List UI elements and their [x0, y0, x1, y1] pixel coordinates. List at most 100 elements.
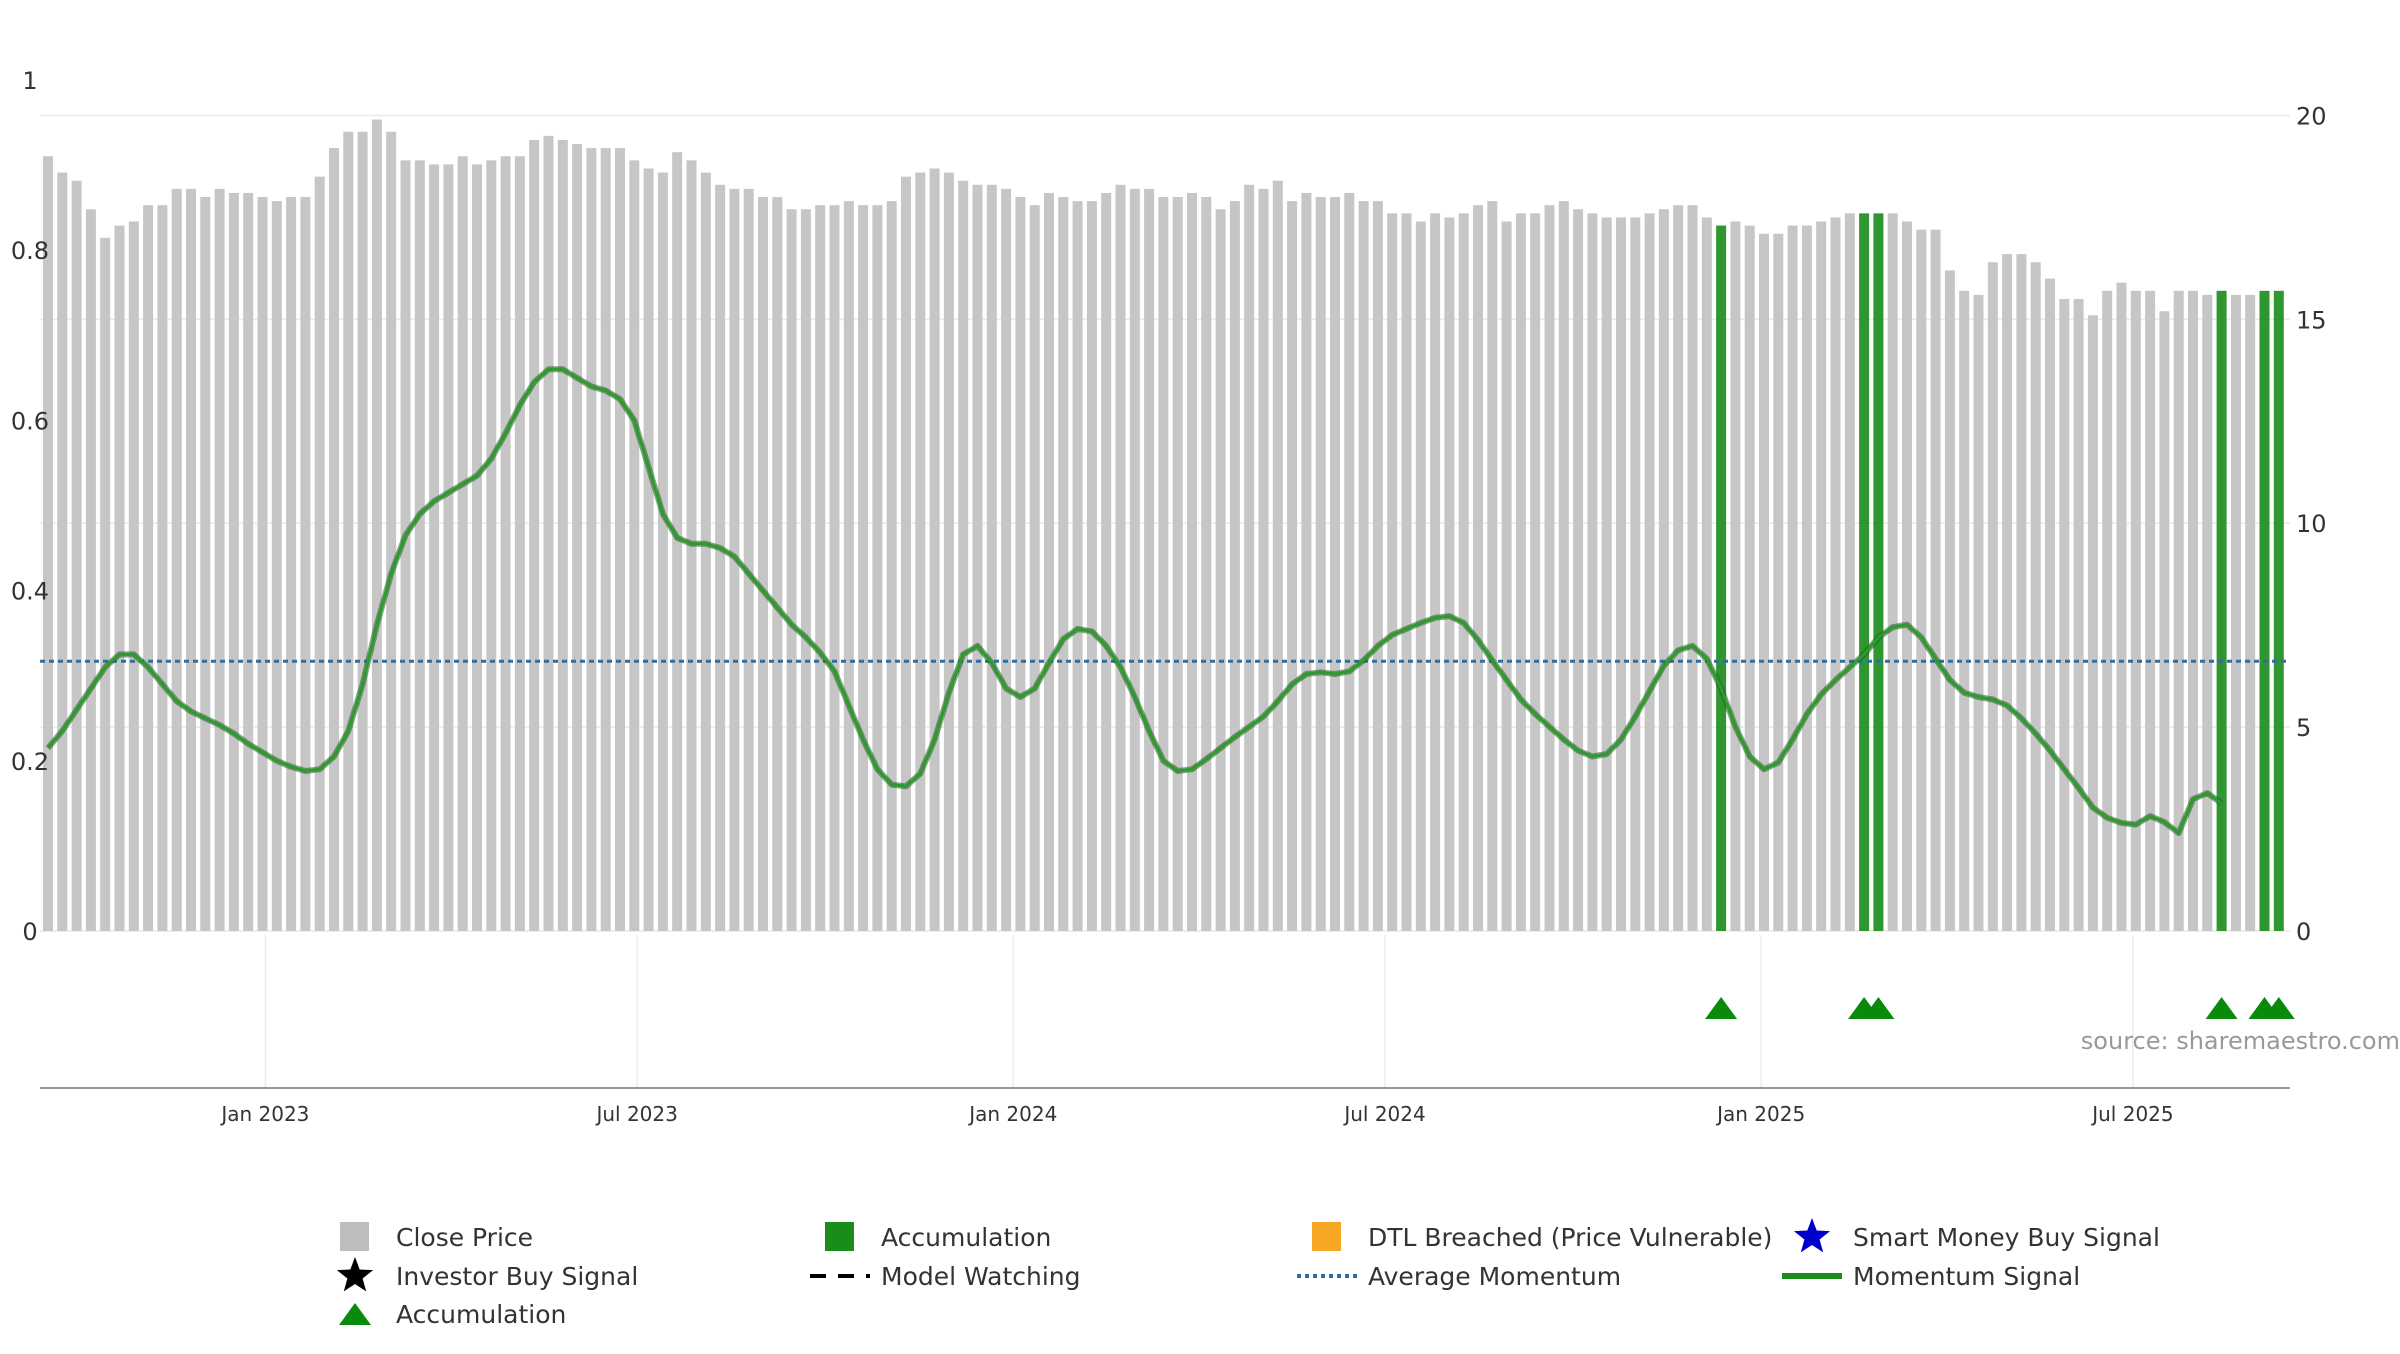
close-price-bar — [2016, 254, 2027, 932]
accumulation-marker — [1862, 997, 1895, 1019]
left-tick-label: 1 — [22, 67, 37, 95]
left-tick-label: 0.4 — [11, 578, 49, 606]
close-price-bar — [157, 205, 168, 931]
close-price-bar — [1158, 197, 1169, 932]
close-price-bar — [1244, 184, 1255, 931]
close-price-bar — [2116, 282, 2127, 932]
close-price-bar — [1501, 221, 1512, 931]
legend-label: Model Watching — [881, 1262, 1081, 1291]
right-tick-label: 20 — [2296, 102, 2327, 130]
close-price-bar — [1172, 197, 1183, 932]
close-price-bar — [1258, 188, 1269, 931]
close-price-bar — [1330, 197, 1340, 932]
legend-item-investor-buy: Investor Buy Signal — [336, 1257, 638, 1292]
accumulation-markers — [1705, 997, 2295, 1019]
accumulation-triangle-icon — [339, 1303, 371, 1325]
legend-label: Average Momentum — [1368, 1262, 1621, 1291]
close-price-bar — [514, 156, 525, 931]
x-tick-label: Jul 2023 — [594, 1102, 677, 1126]
close-price-bar — [815, 205, 826, 931]
close-price-bar — [1058, 197, 1069, 932]
close-price-bar — [200, 197, 211, 932]
close-price-bar — [343, 131, 354, 931]
close-price-bar — [1473, 205, 1483, 931]
close-price-bar — [843, 201, 854, 931]
close-price-bar — [500, 156, 511, 931]
close-price-bar — [872, 205, 883, 931]
close-price-bar — [2030, 262, 2041, 931]
close-price-bar — [572, 144, 583, 932]
close-price-bar — [329, 148, 339, 931]
close-price-bar — [1730, 221, 1741, 931]
close-price-bar — [1801, 225, 1812, 931]
close-price-bar — [1115, 184, 1126, 931]
close-price-bar — [1744, 225, 1755, 931]
close-price-bar — [615, 148, 625, 931]
close-price-bar — [786, 209, 797, 931]
close-price-bar — [943, 172, 954, 931]
close-price-bar — [1830, 217, 1841, 932]
close-price-bar — [986, 184, 997, 931]
close-price-bar — [100, 237, 111, 932]
x-tick-label: Jan 2025 — [1715, 1102, 1805, 1126]
close-price-bar — [1129, 188, 1140, 931]
legend-label: Smart Money Buy Signal — [1853, 1223, 2160, 1252]
close-price-bar — [1515, 213, 1526, 932]
close-price-bar — [1902, 221, 1912, 931]
close-price-bar — [2073, 298, 2084, 931]
close-price-bar — [1616, 217, 1626, 932]
close-price-bar — [71, 180, 82, 932]
left-tick-label: 0.6 — [11, 407, 49, 435]
accumulation-bar — [2273, 290, 2284, 932]
close-price-bar — [357, 131, 368, 931]
close-price-bar — [486, 160, 497, 932]
close-price-bar — [1344, 192, 1355, 931]
close-price-bar — [958, 180, 969, 932]
close-price-bar — [1015, 197, 1026, 932]
close-price-bar — [1001, 188, 1012, 931]
close-price-bar — [43, 156, 53, 931]
accumulation-bar — [1873, 213, 1884, 932]
close-price-bar — [2145, 290, 2156, 932]
close-price-bar — [901, 176, 911, 932]
x-tick-label: Jan 2024 — [967, 1102, 1057, 1126]
close-price-bar — [1787, 225, 1798, 931]
x-tick-label: Jan 2023 — [219, 1102, 309, 1126]
close-price-bar — [1644, 213, 1655, 932]
legend-item-dtl-breached: DTL Breached (Price Vulnerable) — [1312, 1222, 1772, 1252]
close-price-bar — [700, 172, 711, 931]
close-price-bar — [1229, 201, 1240, 931]
close-price-bar — [143, 205, 154, 931]
close-price-bar — [1658, 209, 1669, 931]
close-price-bar — [1272, 180, 1283, 932]
close-price-bar — [2202, 294, 2213, 931]
close-price-bar — [672, 152, 683, 931]
x-tick-label: Jul 2024 — [1342, 1102, 1425, 1126]
close-price-bar — [228, 192, 239, 931]
close-price-bar — [1301, 192, 1312, 931]
close-price-bar — [2245, 294, 2256, 931]
close-price-bar — [57, 172, 68, 931]
close-price-bar — [600, 148, 611, 931]
accumulation-marker — [2262, 997, 2295, 1019]
close-price-bar — [1944, 270, 1955, 931]
close-price-bar — [429, 164, 440, 931]
close-price-bar — [1287, 201, 1298, 931]
left-tick-label: 0 — [22, 918, 37, 946]
momentum-signal-group — [45, 366, 2224, 837]
close-price-swatch — [340, 1222, 369, 1251]
close-price-bar — [2159, 311, 2170, 931]
close-price-bar — [2002, 254, 2013, 932]
close-price-bar — [1601, 217, 1612, 932]
close-price-bar — [1630, 217, 1641, 932]
close-price-bar — [1372, 201, 1383, 931]
close-price-bar — [1587, 213, 1598, 932]
close-price-bar — [629, 160, 640, 932]
legend-item-close-price: Close Price — [340, 1222, 533, 1252]
close-price-bar — [1029, 205, 1040, 931]
source-credit: source: sharemaestro.com — [2081, 1027, 2400, 1055]
close-price-bar — [1987, 262, 1998, 931]
close-price-bar — [586, 148, 597, 931]
close-price-bar — [371, 119, 382, 931]
